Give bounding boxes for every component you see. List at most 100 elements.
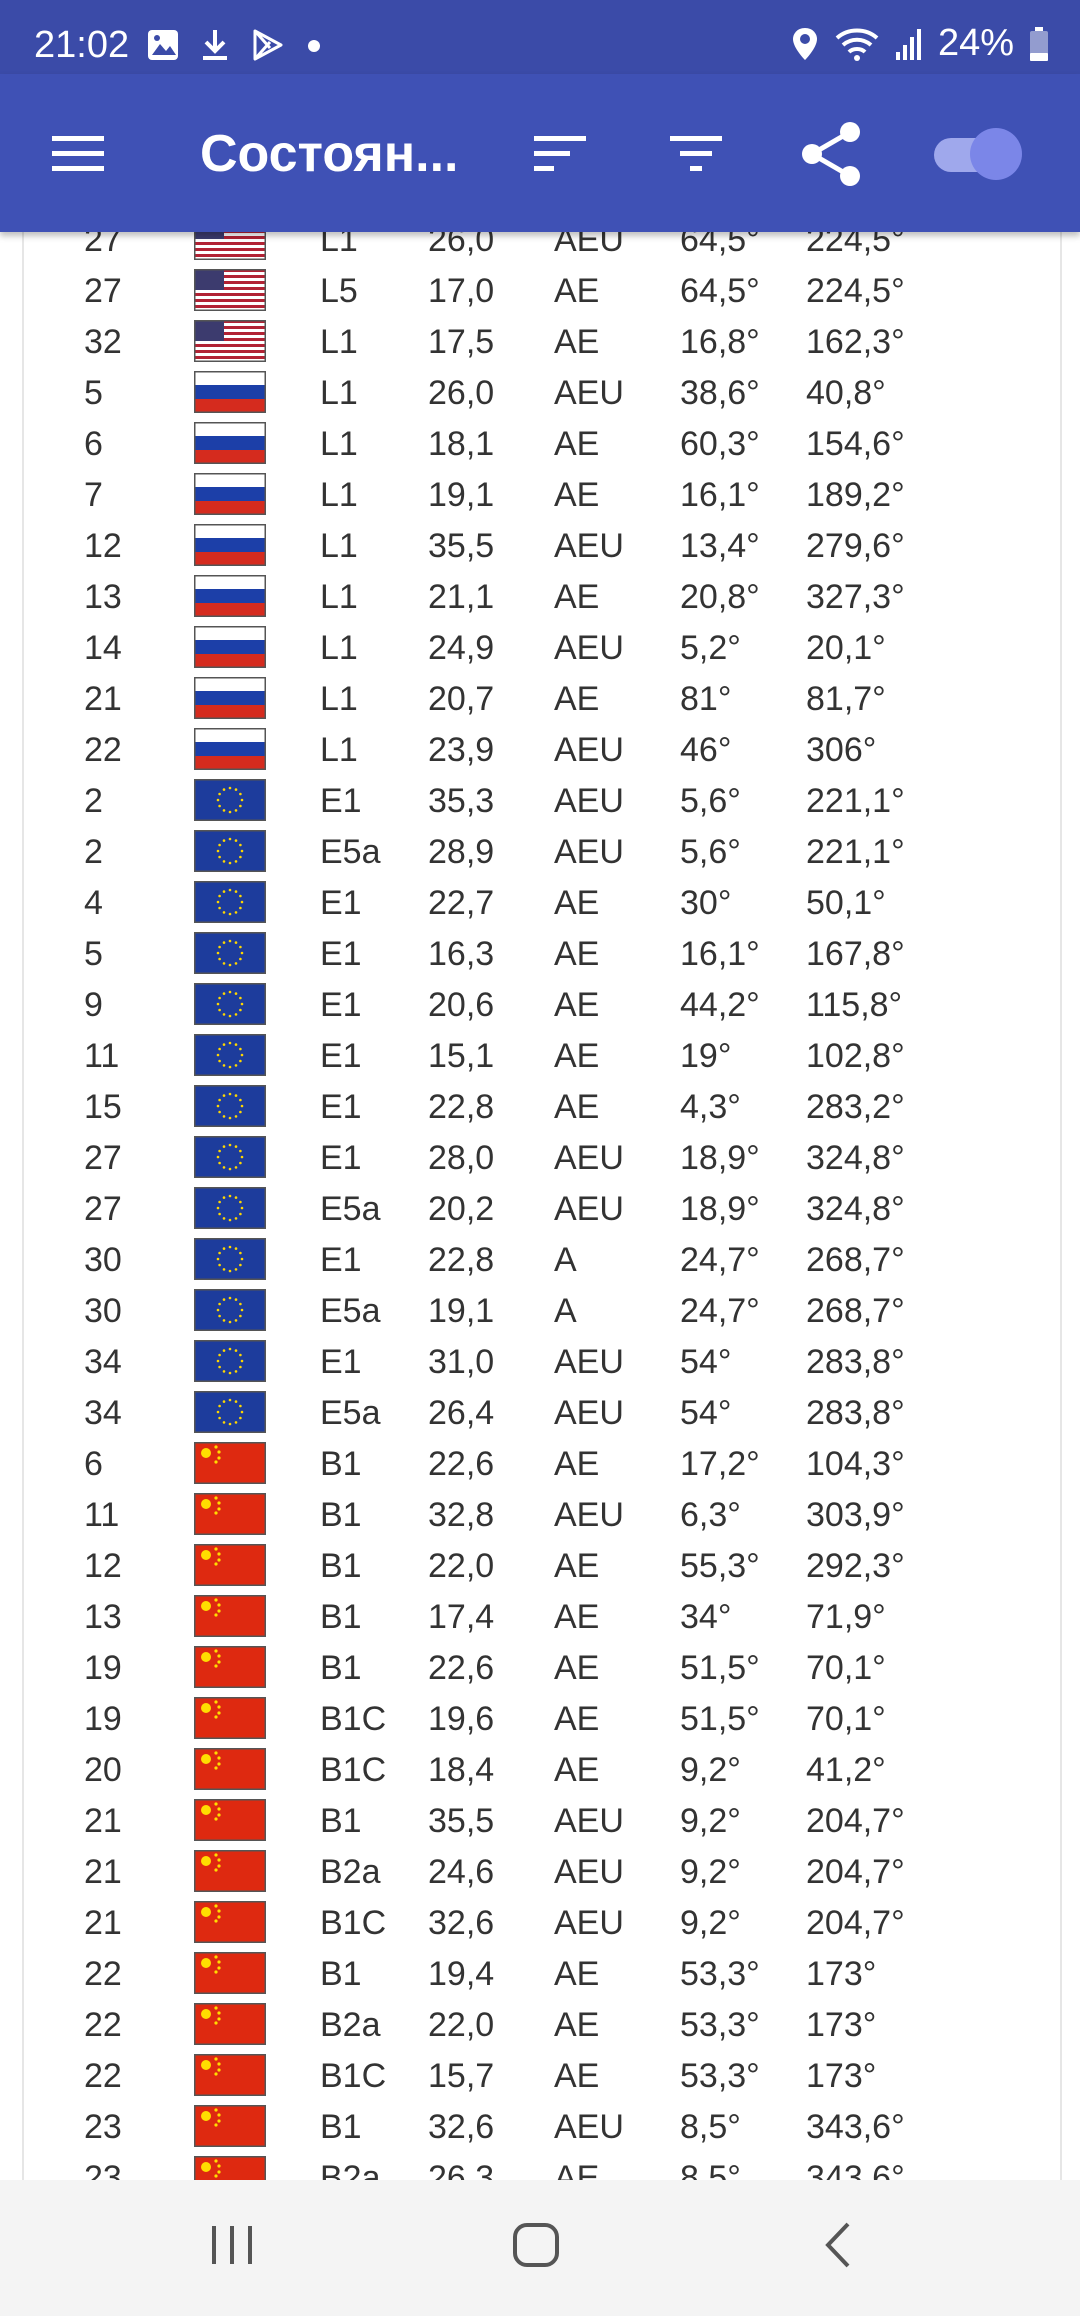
signal-type: B1 [320, 2108, 362, 2146]
signal-strength: 32,6 [428, 2108, 495, 2146]
signal-strength: 22,8 [428, 1088, 495, 1126]
signal-strength: 20,6 [428, 986, 495, 1024]
signal-type: E1 [320, 1343, 362, 1381]
back-icon[interactable] [818, 2218, 858, 2272]
signal-type: L1 [320, 323, 358, 361]
sort-icon[interactable] [532, 134, 588, 174]
satellite-list[interactable]: 27 L1 26,0 AEU 64,5° 224,5° 27 L5 17,0 AE 64,5° 224… [22, 232, 1062, 2180]
flag-eu-icon [194, 983, 266, 1025]
elevation: 60,3° [680, 425, 760, 463]
usage-flags: AEU [554, 1190, 624, 1228]
signal-strength: 35,5 [428, 527, 495, 565]
usage-flags: AEU [554, 232, 624, 259]
wifi-icon [835, 28, 879, 61]
satellite-number: 12 [84, 527, 122, 565]
signal-type: B1 [320, 1445, 362, 1483]
elevation: 9,2° [680, 1802, 741, 1840]
home-icon[interactable] [510, 2218, 562, 2272]
azimuth: 173° [806, 2006, 877, 2044]
menu-icon[interactable] [50, 134, 106, 174]
usage-flags: AE [554, 2006, 600, 2044]
azimuth: 224,5° [806, 272, 905, 310]
satellite-number: 21 [84, 680, 122, 718]
toggle-switch[interactable] [930, 122, 1026, 186]
azimuth: 343,6° [806, 2108, 905, 2146]
signal-strength: 26,4 [428, 1394, 495, 1432]
recents-icon[interactable] [208, 2218, 256, 2272]
satellite-row: 12 L1 35,5 AEU 13,4° 279,6° [24, 521, 1060, 572]
elevation: 16,1° [680, 476, 760, 514]
signal-strength: 26,0 [428, 374, 495, 412]
azimuth: 279,6° [806, 527, 905, 565]
elevation: 30° [680, 884, 732, 922]
satellite-number: 5 [84, 374, 103, 412]
elevation: 54° [680, 1394, 732, 1432]
signal-type: E5a [320, 1190, 381, 1228]
satellite-number: 27 [84, 1139, 122, 1177]
azimuth: 70,1° [806, 1649, 886, 1687]
usage-flags: AEU [554, 527, 624, 565]
flag-eu-icon [194, 881, 266, 923]
notification-icons [146, 28, 324, 62]
signal-type: E1 [320, 884, 362, 922]
satellite-number: 32 [84, 323, 122, 361]
flag-eu-icon [194, 1238, 266, 1280]
satellite-number: 5 [84, 935, 103, 973]
usage-flags: AEU [554, 1496, 624, 1534]
elevation: 38,6° [680, 374, 760, 412]
signal-strength: 20,7 [428, 680, 495, 718]
signal-type: B2a [320, 2006, 381, 2044]
usage-flags: A [554, 1292, 577, 1330]
signal-strength: 17,5 [428, 323, 495, 361]
flag-eu-icon [194, 932, 266, 974]
flag-cn-icon [194, 1442, 266, 1484]
satellite-row: 32 L1 17,5 AE 16,8° 162,3° [24, 317, 1060, 368]
usage-flags: AEU [554, 1904, 624, 1942]
satellite-number: 2 [84, 833, 103, 871]
flag-cn-icon [194, 1544, 266, 1586]
signal-type: L1 [320, 731, 358, 769]
azimuth: 50,1° [806, 884, 886, 922]
signal-type: E1 [320, 1139, 362, 1177]
usage-flags: AEU [554, 629, 624, 667]
flag-eu-icon [194, 1391, 266, 1433]
usage-flags: AE [554, 680, 600, 718]
azimuth: 327,3° [806, 578, 905, 616]
satellite-number: 22 [84, 731, 122, 769]
usage-flags: AE [554, 476, 600, 514]
satellite-row: 13 B1 17,4 AE 34° 71,9° [24, 1592, 1060, 1643]
satellite-number: 27 [84, 1190, 122, 1228]
signal-type: E1 [320, 1088, 362, 1126]
signal-type: E1 [320, 986, 362, 1024]
signal-type: B1C [320, 1751, 387, 1789]
satellite-row: 21 B1C 32,6 AEU 9,2° 204,7° [24, 1898, 1060, 1949]
filter-icon[interactable] [668, 134, 724, 174]
signal-strength: 19,6 [428, 1700, 495, 1738]
flag-ru-icon [194, 524, 266, 566]
satellite-number: 13 [84, 578, 122, 616]
satellite-row: 2 E1 35,3 AEU 5,6° 221,1° [24, 776, 1060, 827]
elevation: 4,3° [680, 1088, 741, 1126]
usage-flags: AEU [554, 1802, 624, 1840]
azimuth: 306° [806, 731, 877, 769]
elevation: 5,2° [680, 629, 741, 667]
satellite-row: 6 B1 22,6 AE 17,2° 104,3° [24, 1439, 1060, 1490]
status-time: 21:02 [34, 24, 130, 66]
usage-flags: AE [554, 272, 600, 310]
usage-flags: AEU [554, 833, 624, 871]
signal-type: L1 [320, 374, 358, 412]
azimuth: 283,2° [806, 1088, 905, 1126]
elevation: 13,4° [680, 527, 760, 565]
elevation: 44,2° [680, 986, 760, 1024]
signal-strength: 22,0 [428, 2006, 495, 2044]
azimuth: 71,9° [806, 1598, 886, 1636]
signal-strength: 23,9 [428, 731, 495, 769]
usage-flags: A [554, 1241, 577, 1279]
signal-strength: 24,9 [428, 629, 495, 667]
elevation: 18,9° [680, 1190, 760, 1228]
signal-type: B1 [320, 1598, 362, 1636]
satellite-row: 27 E1 28,0 AEU 18,9° 324,8° [24, 1133, 1060, 1184]
azimuth: 268,7° [806, 1241, 905, 1279]
share-icon[interactable] [798, 120, 866, 188]
elevation: 9,2° [680, 1751, 741, 1789]
